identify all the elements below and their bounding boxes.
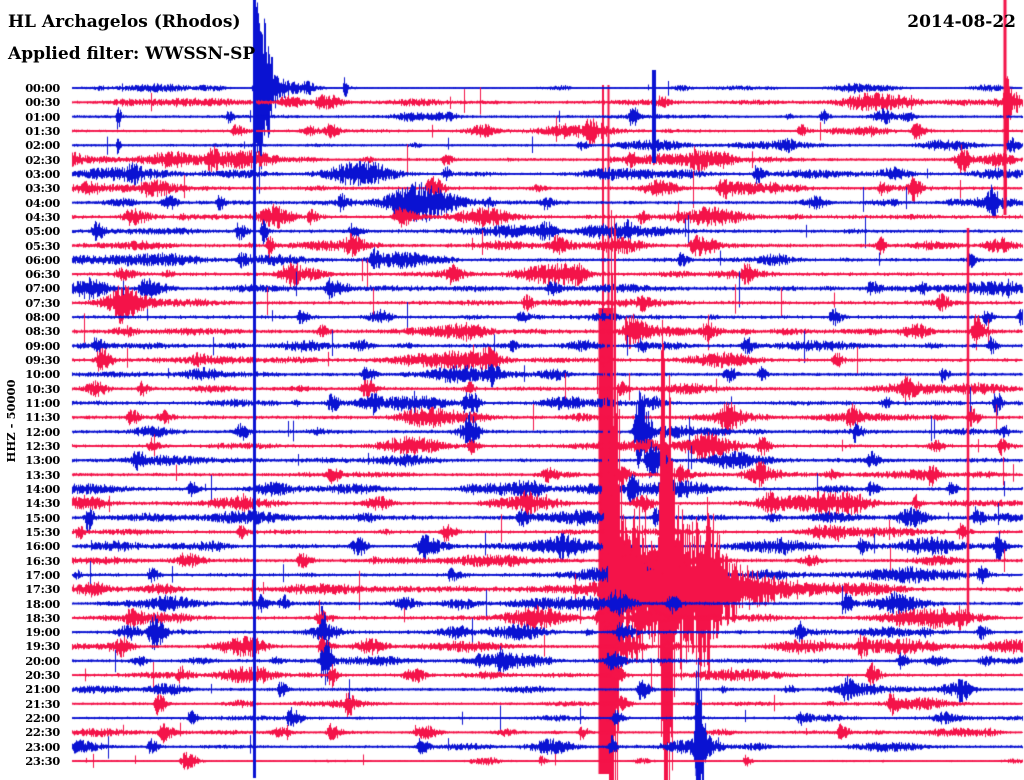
- time-label-2100: 21:00: [25, 682, 60, 697]
- time-label-1700: 17:00: [25, 567, 60, 582]
- time-label-2300: 23:00: [25, 739, 60, 754]
- time-label-1400: 14:00: [25, 481, 60, 496]
- time-label-1630: 16:30: [25, 553, 60, 568]
- time-label-1030: 10:30: [25, 381, 60, 396]
- time-label-0300: 03:00: [25, 166, 60, 181]
- time-label-0930: 09:30: [25, 353, 60, 368]
- time-label-0700: 07:00: [25, 281, 60, 296]
- station-title: HL Archagelos (Rhodos): [8, 12, 241, 32]
- time-label-0000: 00:00: [25, 81, 60, 95]
- time-label-2200: 22:00: [25, 711, 60, 726]
- time-label-1300: 13:00: [25, 453, 60, 468]
- time-label-0130: 01:30: [25, 123, 60, 138]
- time-label-1730: 17:30: [25, 582, 60, 597]
- time-label-0900: 09:00: [25, 338, 60, 353]
- time-label-1500: 15:00: [25, 510, 60, 525]
- time-label-2030: 20:30: [25, 668, 60, 683]
- time-label-1900: 19:00: [25, 625, 60, 640]
- time-label-1930: 19:30: [25, 639, 60, 654]
- time-label-0400: 04:00: [25, 195, 60, 210]
- time-label-0430: 04:30: [25, 209, 60, 224]
- time-label-1230: 12:30: [25, 439, 60, 453]
- time-label-0100: 01:00: [25, 109, 60, 124]
- time-label-1000: 10:00: [25, 367, 60, 382]
- time-label-2130: 21:30: [25, 696, 60, 711]
- time-label-1330: 13:30: [25, 467, 60, 482]
- time-label-1830: 18:30: [25, 610, 60, 625]
- time-label-1600: 16:00: [25, 539, 60, 554]
- time-label-0530: 05:30: [25, 238, 60, 253]
- time-label-1800: 18:00: [25, 596, 60, 611]
- time-label-1430: 14:30: [25, 496, 60, 511]
- time-label-0200: 02:00: [25, 138, 60, 153]
- time-label-2230: 22:30: [25, 725, 60, 740]
- time-label-1530: 15:30: [25, 524, 60, 539]
- time-label-1100: 11:00: [25, 396, 60, 411]
- time-label-1200: 12:00: [25, 424, 60, 439]
- time-label-0730: 07:30: [25, 295, 60, 310]
- time-label-0230: 02:30: [25, 152, 60, 167]
- time-label-0030: 00:30: [25, 95, 60, 110]
- time-label-0800: 08:00: [25, 310, 60, 325]
- time-label-0600: 06:00: [25, 252, 60, 267]
- time-label-0830: 08:30: [25, 324, 60, 339]
- time-label-2000: 20:00: [25, 653, 60, 668]
- applied-filter-label: Applied filter: WWSSN-SP: [8, 44, 256, 64]
- time-label-0330: 03:30: [25, 181, 60, 196]
- date-label: 2014-08-22: [907, 12, 1016, 32]
- time-label-0500: 05:00: [25, 224, 60, 239]
- time-label-0630: 06:30: [25, 267, 60, 282]
- time-label-1130: 11:30: [25, 410, 60, 425]
- time-label-2330: 23:30: [25, 754, 60, 769]
